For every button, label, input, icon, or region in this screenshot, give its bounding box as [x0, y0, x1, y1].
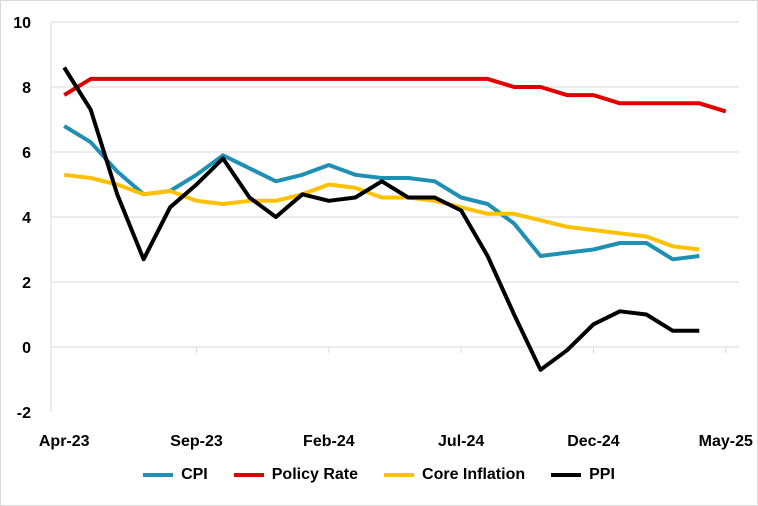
x-tick-labels: Apr-23 Sep-23 Feb-24 Jul-24 Dec-24 May-25 [39, 433, 753, 450]
y-tick-label: 2 [22, 275, 31, 292]
legend-swatch [143, 473, 174, 477]
legend-item: Policy Rate [233, 466, 359, 484]
x-tick-label: Apr-23 [39, 433, 90, 450]
legend-swatch [551, 473, 582, 477]
x-tick-label: Sep-23 [170, 433, 223, 450]
line-chart: -2 0 2 4 6 8 10 Apr-23 Sep-23 Feb-24 Jul-24 Dec-24… [13, 15, 753, 450]
series-line-core-inflation [63, 172, 700, 252]
axes [50, 22, 739, 412]
legend-label: Policy Rate [271, 466, 359, 483]
x-tick-label: Jul-24 [438, 433, 484, 450]
y-tick-label: 8 [22, 80, 31, 97]
series-line-policy-rate [63, 76, 727, 114]
legend-label: PPI [589, 466, 615, 483]
legend-label: CPI [181, 466, 208, 483]
y-tick-label: 4 [22, 210, 31, 227]
y-tick-label: -2 [17, 405, 31, 422]
y-tick-label: 6 [22, 145, 31, 162]
y-tick-labels: -2 0 2 4 6 8 10 [13, 15, 31, 422]
legend-item: CPI [143, 466, 208, 484]
legend-item: PPI [551, 466, 615, 484]
x-tick-label: Feb-24 [303, 433, 355, 450]
legend-label: Core Inflation [422, 466, 526, 483]
x-tick-label: May-25 [699, 433, 753, 450]
x-tick-label: Dec-24 [567, 433, 620, 450]
legend-swatch [233, 473, 264, 477]
y-tick-label: 10 [13, 15, 31, 32]
gridlines [51, 21, 739, 348]
y-tick-label: 0 [22, 340, 31, 357]
legend: CPI Policy Rate Core Inflation PPI [1, 463, 757, 487]
series-line-ppi [62, 66, 700, 372]
legend-swatch [384, 473, 415, 477]
series-lines [62, 66, 727, 372]
legend-item: Core Inflation [384, 466, 525, 484]
